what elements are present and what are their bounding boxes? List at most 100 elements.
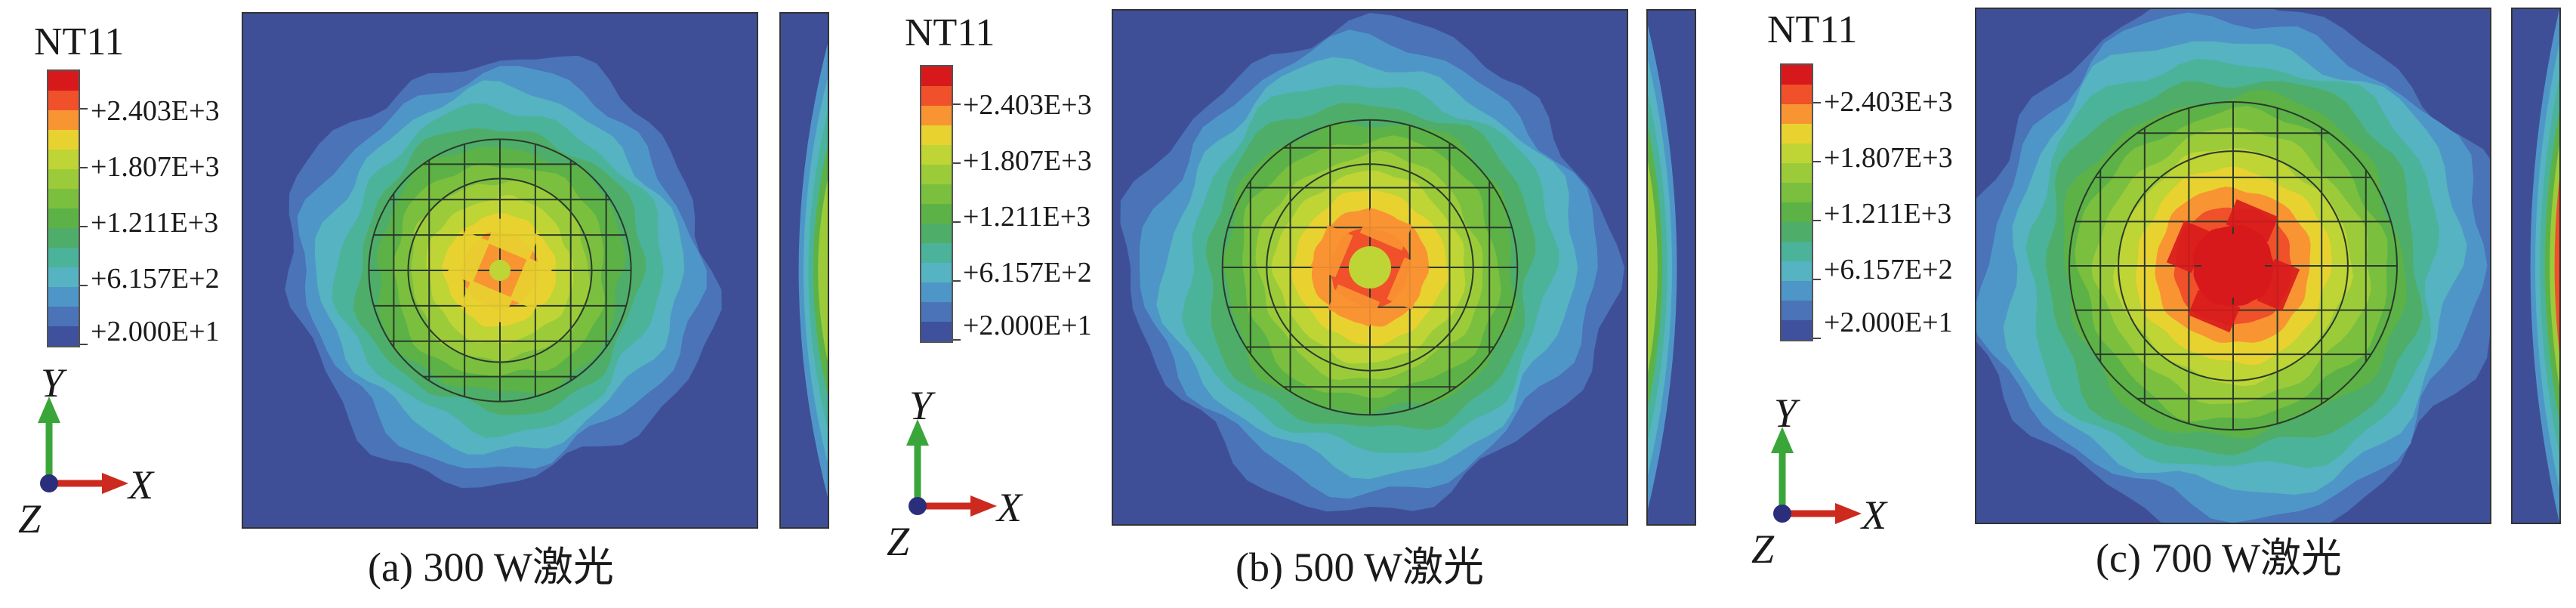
axis-label-z: Z <box>18 496 42 542</box>
panel-caption: (a) 300 W激光 <box>368 545 614 590</box>
legend-title: NT11 <box>34 20 125 63</box>
colorbar-band <box>1782 202 1812 222</box>
colorbar-band <box>921 282 952 302</box>
panel-c: NT11 +2.403E+3 +1.807E+3 +1.211E+3 +6.15… <box>1733 0 2571 608</box>
tick-label-2: +1.807E+3 <box>91 151 220 183</box>
temperature-field-side-view <box>1646 9 1696 526</box>
colorbar-band <box>48 228 79 248</box>
axis-label-z: Z <box>1751 526 1775 572</box>
tick-label-4: +6.157E+2 <box>1824 254 1953 285</box>
colorbar-band <box>921 125 952 145</box>
axis-label-x: X <box>1862 492 1886 538</box>
colorbar-tick <box>953 280 961 282</box>
temperature-field-top-view <box>242 12 758 529</box>
axes-triad: Y X Z <box>884 383 1050 564</box>
colorbar-band <box>1782 242 1812 261</box>
colorbar <box>1780 63 1813 341</box>
colorbar-band <box>1782 124 1812 144</box>
colorbar-band <box>921 322 952 341</box>
hot-spot <box>1310 208 1430 327</box>
colorbar-band <box>48 169 79 189</box>
tick-label-2: +1.807E+3 <box>963 145 1092 177</box>
tick-label-5: +2.000E+1 <box>963 310 1092 341</box>
colorbar-band <box>48 287 79 307</box>
colorbar-band <box>921 165 952 184</box>
colorbar-band <box>48 307 79 326</box>
side-isotherm-band <box>818 180 828 361</box>
colorbar-band <box>921 86 952 106</box>
colorbar-tick <box>953 339 961 341</box>
colorbar-band <box>48 110 79 130</box>
axis-label-x: X <box>997 485 1022 530</box>
tick-label-4: +6.157E+2 <box>963 257 1092 289</box>
tick-label-5: +2.000E+1 <box>91 316 220 347</box>
tick-label-1: +2.403E+3 <box>91 95 220 127</box>
tick-label-2: +1.807E+3 <box>1824 142 1953 174</box>
colorbar-band <box>48 326 79 346</box>
axis-arrows-icon <box>1771 427 1862 524</box>
colorbar-band <box>1782 183 1812 202</box>
axis-arrows-icon <box>38 397 128 494</box>
colorbar-band <box>921 263 952 282</box>
colorbar-band <box>48 208 79 228</box>
axis-label-y: Y <box>41 360 64 406</box>
colorbar-band <box>48 91 79 110</box>
colorbar-tick <box>1813 161 1821 162</box>
temperature-field-side-view <box>2511 8 2561 524</box>
side-contour-plot <box>1648 11 1695 524</box>
colorbar-band <box>921 204 952 224</box>
colorbar-tick <box>1813 220 1821 221</box>
colorbar-band <box>1782 163 1812 183</box>
colorbar-tick <box>953 103 961 105</box>
tick-label-1: +2.403E+3 <box>963 89 1092 121</box>
colorbar-band <box>921 66 952 86</box>
tick-label-3: +1.211E+3 <box>91 207 219 239</box>
colorbar-tick <box>1813 102 1821 103</box>
tick-label-4: +6.157E+2 <box>91 263 220 295</box>
mesh-lines <box>368 138 632 403</box>
panel-caption: (c) 700 W激光 <box>2096 535 2342 581</box>
side-contour-plot <box>781 14 828 527</box>
panel-b: NT11 +2.403E+3 +1.807E+3 +1.211E+3 +6.15… <box>868 0 1707 608</box>
contour-plot <box>243 14 757 527</box>
colorbar-band <box>1782 261 1812 281</box>
colorbar-band <box>1782 320 1812 340</box>
colorbar-band <box>1782 144 1812 163</box>
axis-label-y: Y <box>909 383 933 428</box>
colorbar-band <box>921 243 952 263</box>
colorbar-band <box>1782 222 1812 242</box>
colorbar-tick <box>80 344 88 345</box>
contour-plot <box>1113 11 1627 524</box>
axis-label-z: Z <box>887 519 910 564</box>
colorbar-band <box>48 130 79 150</box>
temperature-field-side-view <box>779 12 829 529</box>
colorbar-band <box>921 145 952 165</box>
colorbar-band <box>1782 301 1812 320</box>
colorbar-band <box>1782 104 1812 124</box>
colorbar-tick <box>80 167 88 168</box>
colorbar-band <box>48 267 79 287</box>
tick-label-5: +2.000E+1 <box>1824 307 1953 338</box>
colorbar-tick <box>953 221 961 223</box>
colorbar-band <box>48 189 79 208</box>
legend-title: NT11 <box>1767 8 1858 51</box>
legend-title: NT11 <box>905 11 995 54</box>
hot-spot <box>447 218 553 323</box>
side-isotherm-band <box>1648 162 1658 373</box>
side-isotherm-band <box>2554 179 2559 353</box>
colorbar-tick <box>1813 279 1821 280</box>
colorbar-tick <box>80 108 88 110</box>
colorbar-band <box>921 224 952 243</box>
axis-label-y: Y <box>1774 390 1797 436</box>
colorbar-tick <box>953 162 961 164</box>
colorbar-tick <box>1813 338 1821 339</box>
colorbar-tick <box>80 285 88 286</box>
temperature-field-top-view <box>1975 8 2491 524</box>
tick-label-3: +1.211E+3 <box>1824 198 1952 230</box>
panel-a: NT11 +2.403E+3 +1.807E+3 +1.211E+3 +6.15… <box>0 0 838 608</box>
colorbar <box>920 65 953 343</box>
panel-caption: (b) 500 W激光 <box>1236 545 1484 590</box>
colorbar-band <box>1782 281 1812 301</box>
colorbar-band <box>48 248 79 267</box>
tick-label-1: +2.403E+3 <box>1824 86 1953 118</box>
